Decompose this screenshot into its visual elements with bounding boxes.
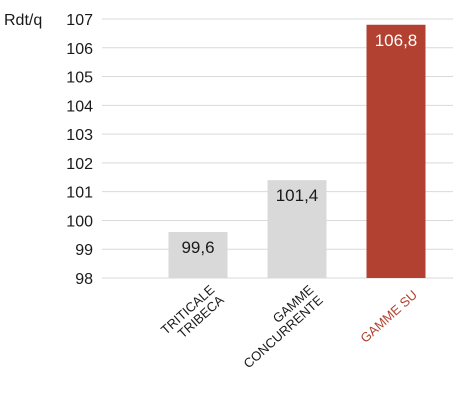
y-tick-label: 107: [66, 12, 93, 29]
x-tick-label-line: GAMME SU: [357, 287, 420, 346]
x-tick-label: TRITICALETRIBECA: [158, 282, 227, 348]
data-label: 101,4: [276, 186, 319, 205]
y-tick-label: 99: [75, 242, 93, 259]
y-tick-label: 98: [75, 271, 93, 288]
y-tick-label: 102: [66, 156, 93, 173]
y-tick-label: 106: [66, 41, 93, 58]
bar: [267, 180, 327, 278]
y-tick-label: 103: [66, 127, 93, 144]
bars: 99,6 101,4 106,8: [168, 24, 426, 279]
y-tick-label: 100: [66, 213, 93, 230]
x-axis: TRITICALETRIBECA GAMMECONCURRENTE GAMME SU: [158, 282, 420, 371]
x-tick-label: GAMME SU: [357, 287, 420, 346]
bar: [168, 231, 228, 278]
data-label: 99,6: [181, 238, 214, 257]
y-tick-label: 101: [66, 185, 93, 202]
x-tick-label: GAMMECONCURRENTE: [231, 282, 326, 371]
bar: [366, 24, 426, 279]
data-label: 106,8: [375, 31, 418, 50]
y-axis: 98 99 100 101 102 103 104 105 106 107: [66, 12, 93, 288]
y-tick-label: 104: [66, 98, 93, 115]
y-tick-label: 105: [66, 70, 93, 87]
grid: [102, 18, 453, 279]
y-axis-title: Rdt/q: [4, 12, 42, 29]
